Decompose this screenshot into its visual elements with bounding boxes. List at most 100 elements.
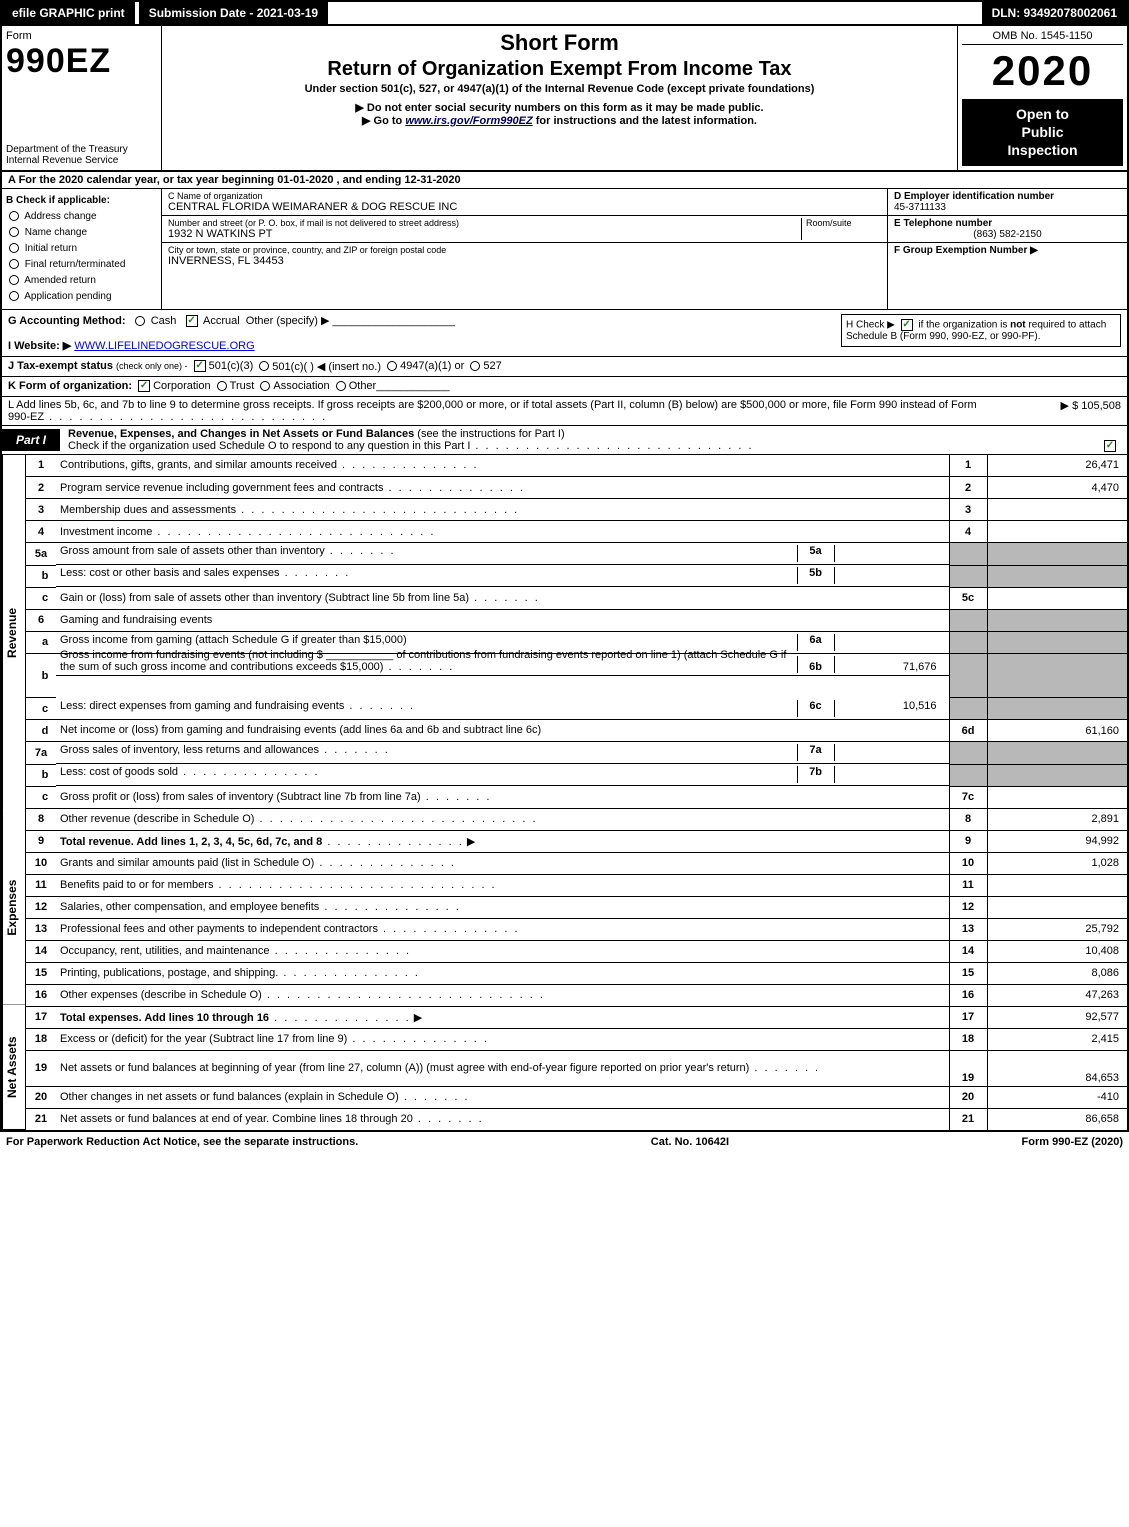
check-corp[interactable]	[138, 380, 150, 392]
check-initial-return[interactable]	[9, 243, 19, 253]
ln-2: 2	[26, 477, 56, 499]
expenses-vert-label: Expenses	[2, 811, 25, 1006]
sv-6a	[835, 634, 945, 651]
v-6c	[987, 698, 1127, 720]
row-k: K Form of organization: Corporation Trus…	[0, 377, 1129, 397]
ln-17: 17	[26, 1006, 56, 1028]
radio-527[interactable]	[470, 361, 480, 371]
l6-desc: Gaming and fundraising events	[56, 609, 949, 631]
ln-4: 4	[26, 521, 56, 543]
irs-link[interactable]: www.irs.gov/Form990EZ	[405, 115, 532, 127]
check-final-return[interactable]	[9, 259, 19, 269]
v-3	[987, 499, 1127, 521]
netassets-vert-label: Net Assets	[2, 1005, 25, 1130]
k-assoc: Association	[273, 380, 329, 392]
ln-5b: b	[26, 565, 56, 587]
ln-7c: c	[26, 786, 56, 808]
v-16: 47,263	[987, 984, 1127, 1006]
section-c: C Name of organization CENTRAL FLORIDA W…	[162, 189, 887, 309]
ln-5a: 5a	[26, 543, 56, 566]
v-15: 8,086	[987, 962, 1127, 984]
accrual-label: Accrual	[203, 315, 240, 327]
ln-1: 1	[26, 455, 56, 477]
k-other: Other	[349, 380, 377, 392]
form-header: Form 990EZ Department of the Treasury In…	[0, 26, 1129, 172]
sb-5a: 5a	[797, 545, 835, 562]
sv-5b	[835, 567, 945, 584]
radio-cash[interactable]	[135, 316, 145, 326]
check-pending[interactable]	[9, 291, 19, 301]
room-label: Room/suite	[806, 218, 881, 228]
l15-desc: Printing, publications, postage, and shi…	[60, 967, 278, 979]
radio-trust[interactable]	[217, 381, 227, 391]
i-label: I Website: ▶	[8, 340, 71, 352]
submission-date-button[interactable]: Submission Date - 2021-03-19	[139, 2, 328, 24]
b-item-2: Initial return	[25, 243, 77, 254]
l11-desc: Benefits paid to or for members	[60, 879, 213, 891]
v-7c	[987, 786, 1127, 808]
check-address-change[interactable]	[9, 211, 19, 221]
ein-value: 45-3711133	[894, 202, 946, 213]
lines-table: 1 Contributions, gifts, grants, and simil…	[26, 455, 1127, 1131]
radio-assoc[interactable]	[260, 381, 270, 391]
form-word: Form	[6, 30, 32, 42]
open-to-public: Open to Public Inspection	[962, 99, 1123, 166]
l1-desc: Contributions, gifts, grants, and simila…	[60, 459, 337, 471]
nb-6d: 6d	[949, 720, 987, 742]
part1-title: Revenue, Expenses, and Changes in Net As…	[68, 428, 414, 440]
check-501c3[interactable]	[194, 360, 206, 372]
l9-desc: Total revenue. Add lines 1, 2, 3, 4, 5c,…	[60, 836, 322, 848]
k-label: K Form of organization:	[8, 380, 132, 392]
org-address: 1932 N WATKINS PT	[168, 228, 801, 240]
nb-6b	[949, 654, 987, 698]
open3: Inspection	[1007, 142, 1077, 158]
nb-5b	[949, 565, 987, 587]
radio-other-org[interactable]	[336, 381, 346, 391]
v-6d: 61,160	[987, 720, 1127, 742]
check-accrual[interactable]	[186, 315, 198, 327]
row-l: L Add lines 5b, 6c, and 7b to line 9 to …	[0, 397, 1129, 426]
header-right: OMB No. 1545-1150 2020 Open to Public In…	[957, 26, 1127, 170]
check-amended[interactable]	[9, 275, 19, 285]
part1-check-note: Check if the organization used Schedule …	[68, 440, 470, 452]
h-not: not	[1010, 319, 1026, 330]
tax-year: 2020	[962, 47, 1123, 95]
l19-desc: Net assets or fund balances at beginning…	[60, 1062, 749, 1074]
v-21: 86,658	[987, 1108, 1127, 1130]
nb-11: 11	[949, 874, 987, 896]
nb-7a	[949, 742, 987, 765]
nb-15: 15	[949, 962, 987, 984]
part1-title-wrap: Revenue, Expenses, and Changes in Net As…	[60, 426, 1127, 454]
nb-5a	[949, 543, 987, 566]
note-link: ▶ Go to www.irs.gov/Form990EZ for instru…	[170, 114, 949, 127]
check-name-change[interactable]	[9, 227, 19, 237]
nb-19: 19	[949, 1050, 987, 1086]
cash-label: Cash	[151, 315, 177, 327]
section-b: B Check if applicable: Address change Na…	[2, 189, 162, 309]
note-ssn: ▶ Do not enter social security numbers o…	[170, 101, 949, 114]
check-h[interactable]	[901, 319, 913, 331]
ln-7b: b	[26, 764, 56, 786]
sv-5a	[835, 545, 945, 562]
nb-20: 20	[949, 1086, 987, 1108]
nb-1: 1	[949, 455, 987, 477]
nb-6	[949, 609, 987, 631]
website-link[interactable]: WWW.LIFELINEDOGRESCUE.ORG	[74, 340, 254, 352]
h-mid: if the organization is	[918, 319, 1010, 330]
ln-9: 9	[26, 830, 56, 852]
c-city-label: City or town, state or province, country…	[168, 245, 881, 255]
nb-8: 8	[949, 808, 987, 830]
ln-12: 12	[26, 896, 56, 918]
radio-4947[interactable]	[387, 361, 397, 371]
v-6	[987, 609, 1127, 631]
info-block: B Check if applicable: Address change Na…	[0, 189, 1129, 310]
radio-501c[interactable]	[259, 361, 269, 371]
section-h: H Check ▶ if the organization is not req…	[841, 314, 1121, 347]
check-part1-scho[interactable]	[1104, 440, 1116, 452]
efile-print-button[interactable]: efile GRAPHIC print	[2, 2, 135, 24]
footer-left: For Paperwork Reduction Act Notice, see …	[6, 1136, 358, 1148]
ln-6c: c	[26, 698, 56, 720]
l13-desc: Professional fees and other payments to …	[60, 923, 378, 935]
l10-desc: Grants and similar amounts paid (list in…	[60, 857, 314, 869]
l5c-desc: Gain or (loss) from sale of assets other…	[60, 592, 469, 604]
